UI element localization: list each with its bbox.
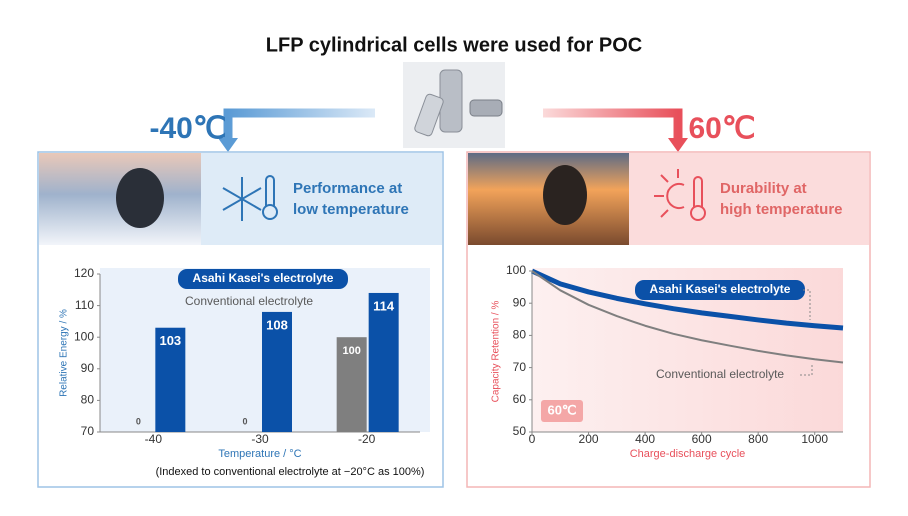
x-tick-label: 1000 — [801, 432, 828, 446]
temp-label: 60℃ — [688, 112, 755, 145]
temp-label: -40℃ — [149, 112, 226, 145]
bar — [336, 337, 367, 432]
y-tick-label: 80 — [513, 328, 527, 342]
x-tick-label: 400 — [635, 432, 655, 446]
panel-header — [629, 153, 869, 245]
y-tick-label: 110 — [75, 298, 94, 312]
y-tick-label: 90 — [513, 295, 527, 309]
title: LFP cylindrical cells were used for POC — [266, 34, 642, 56]
arrow — [223, 108, 375, 140]
bar — [368, 292, 399, 432]
heat-icon — [654, 169, 706, 221]
y-tick-label: 50 — [513, 424, 527, 438]
value-label: 103 — [159, 333, 181, 348]
legend-label: Conventional electrolyte — [185, 294, 313, 308]
y-tick-label: 70 — [513, 360, 527, 374]
y-tick-label: 80 — [81, 393, 95, 407]
arrow-head — [668, 138, 688, 152]
panel-heading: Durability at — [720, 180, 807, 197]
annotation-box — [541, 400, 583, 422]
arrow-head — [218, 138, 238, 152]
x-tick-label: -40 — [145, 432, 163, 446]
y-axis-label: Capacity Retention / % — [491, 301, 502, 403]
x-tick-label: -20 — [358, 432, 376, 446]
y-axis-label: Relative Energy / % — [59, 309, 70, 397]
photo-tire — [116, 168, 164, 228]
legend-box — [178, 269, 348, 289]
legend-box — [635, 280, 805, 300]
photo-tire — [543, 165, 587, 225]
x-axis-label: Charge-discharge cycle — [630, 448, 746, 460]
x-tick-label: -30 — [251, 432, 269, 446]
arrow — [543, 108, 683, 140]
annotation: 60℃ — [547, 402, 576, 417]
value-label: 108 — [266, 317, 288, 332]
value-label: 114 — [373, 298, 395, 313]
legend-label: Conventional electrolyte — [656, 367, 784, 381]
x-axis-label: Temperature / °C — [218, 448, 301, 460]
y-tick-label: 120 — [74, 266, 94, 280]
bar — [262, 311, 292, 432]
value-label: 100 — [342, 345, 360, 357]
y-tick-label: 70 — [81, 424, 95, 438]
legend-label: Asahi Kasei's electrolyte — [650, 282, 791, 296]
value-label: 0 — [136, 416, 141, 426]
cell-image — [403, 62, 505, 148]
leader — [800, 364, 813, 376]
snow-icon — [222, 175, 278, 221]
y-tick-label: 90 — [81, 361, 95, 375]
line — [530, 268, 844, 331]
y-tick-label: 60 — [513, 392, 527, 406]
x-tick-label: 800 — [748, 432, 768, 446]
panel-header — [201, 153, 442, 245]
panel-heading: high temperature — [720, 201, 843, 218]
value-label: 0 — [242, 416, 247, 426]
y-tick-label: 100 — [74, 329, 94, 343]
panel-heading: low temperature — [293, 201, 409, 218]
legend-label: Asahi Kasei's electrolyte — [193, 271, 334, 285]
panel-heading: Performance at — [293, 180, 402, 197]
line — [531, 270, 844, 364]
x-tick-label: 0 — [529, 432, 536, 446]
x-tick-label: 200 — [579, 432, 599, 446]
y-tick-label: 100 — [506, 263, 526, 277]
note: (Indexed to conventional electrolyte at … — [156, 466, 425, 478]
x-tick-label: 600 — [692, 432, 712, 446]
bar — [155, 327, 186, 432]
